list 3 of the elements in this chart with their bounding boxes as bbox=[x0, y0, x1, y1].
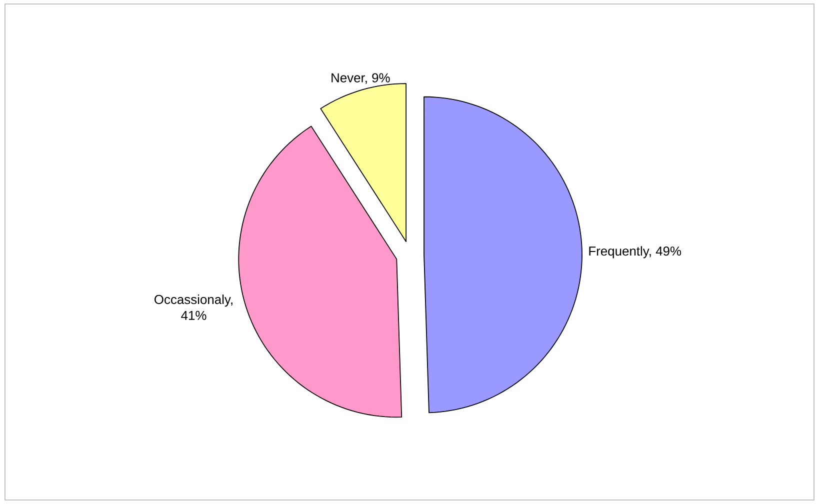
slice-label: Never, 9% bbox=[332, 73, 390, 84]
slice-label: Frequently, 49% bbox=[589, 246, 682, 258]
slice-label: Occassionaly, 41% bbox=[154, 294, 232, 320]
